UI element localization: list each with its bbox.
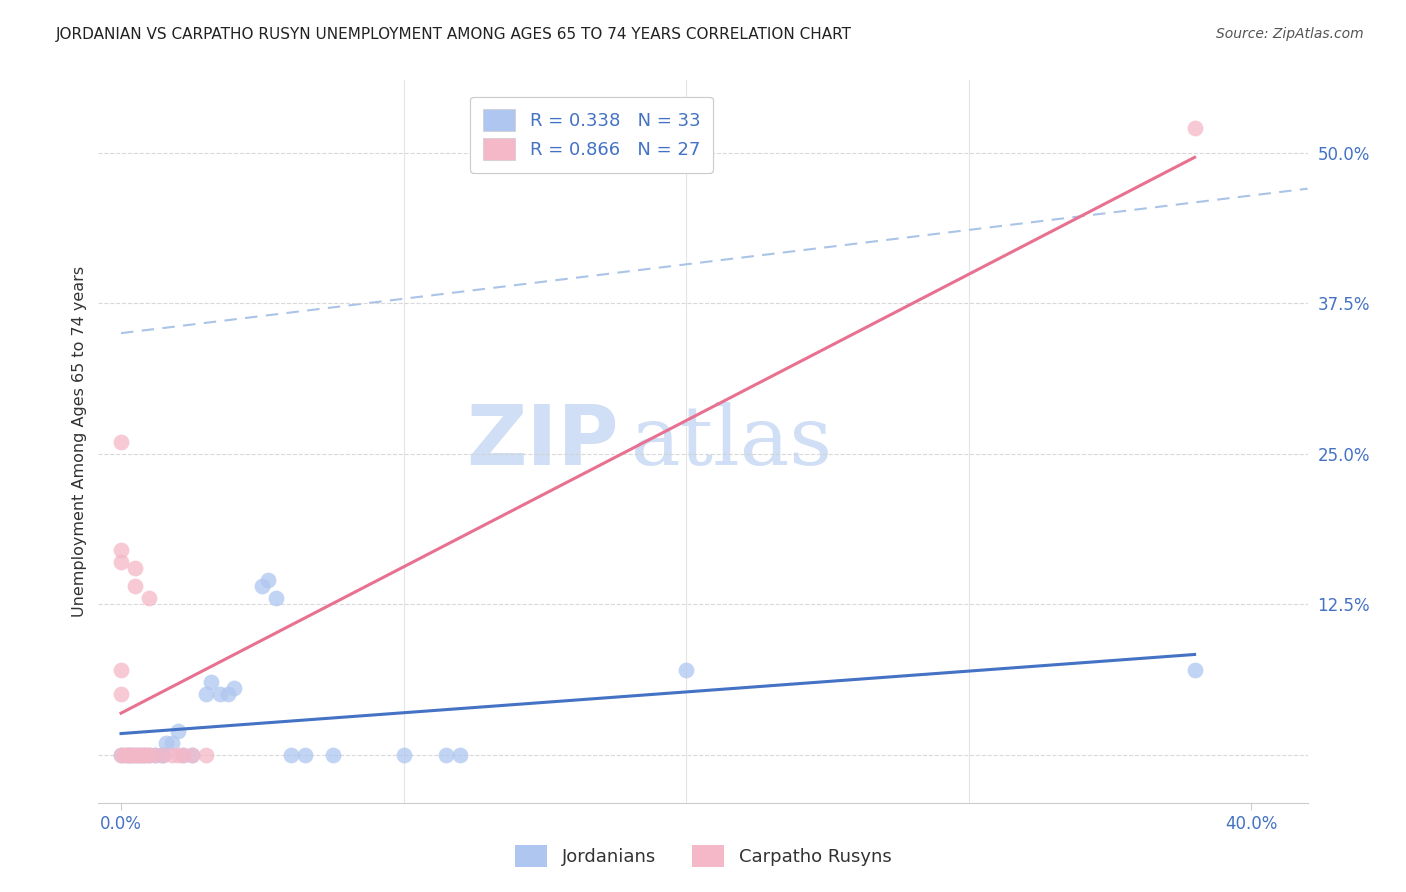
Y-axis label: Unemployment Among Ages 65 to 74 years: Unemployment Among Ages 65 to 74 years — [72, 266, 87, 617]
Point — [110, 555, 132, 569]
Legend: R = 0.338   N = 33, R = 0.866   N = 27: R = 0.338 N = 33, R = 0.866 N = 27 — [470, 96, 713, 173]
Point — [294, 747, 316, 762]
Point — [121, 747, 143, 762]
Point — [222, 681, 245, 696]
Point — [118, 747, 141, 762]
Point — [112, 747, 135, 762]
Text: JORDANIAN VS CARPATHO RUSYN UNEMPLOYMENT AMONG AGES 65 TO 74 YEARS CORRELATION C: JORDANIAN VS CARPATHO RUSYN UNEMPLOYMENT… — [56, 27, 852, 42]
Point — [138, 591, 160, 606]
Legend: Jordanians, Carpatho Rusyns: Jordanians, Carpatho Rusyns — [508, 838, 898, 874]
Point — [129, 747, 152, 762]
Point — [127, 747, 149, 762]
Point — [132, 747, 155, 762]
Point — [172, 747, 194, 762]
Point — [129, 747, 152, 762]
Point — [166, 747, 188, 762]
Point — [110, 747, 132, 762]
Point — [138, 747, 160, 762]
Point — [252, 579, 274, 593]
Point — [143, 747, 166, 762]
Point — [110, 542, 132, 557]
Text: ZIP: ZIP — [465, 401, 619, 482]
Point — [449, 747, 471, 762]
Point — [115, 747, 138, 762]
Point — [110, 687, 132, 701]
Point — [217, 687, 239, 701]
Point — [132, 747, 155, 762]
Point — [124, 579, 146, 593]
Point — [127, 747, 149, 762]
Point — [208, 687, 231, 701]
Point — [155, 735, 177, 749]
Point — [266, 591, 288, 606]
Point — [138, 747, 160, 762]
Point — [124, 747, 146, 762]
Point — [135, 747, 157, 762]
Point — [194, 747, 217, 762]
Point — [160, 747, 183, 762]
Point — [124, 747, 146, 762]
Point — [160, 735, 183, 749]
Point — [110, 434, 132, 449]
Point — [121, 747, 143, 762]
Point — [194, 687, 217, 701]
Point — [124, 561, 146, 575]
Point — [1184, 121, 1206, 136]
Point — [1184, 664, 1206, 678]
Point — [280, 747, 302, 762]
Point — [115, 747, 138, 762]
Point — [257, 573, 280, 587]
Point — [166, 723, 188, 738]
Point — [152, 747, 174, 762]
Point — [143, 747, 166, 762]
Point — [118, 747, 141, 762]
Point — [180, 747, 202, 762]
Point — [675, 664, 697, 678]
Point — [172, 747, 194, 762]
Point — [392, 747, 415, 762]
Text: Source: ZipAtlas.com: Source: ZipAtlas.com — [1216, 27, 1364, 41]
Point — [110, 747, 132, 762]
Point — [322, 747, 344, 762]
Point — [180, 747, 202, 762]
Text: atlas: atlas — [630, 401, 832, 482]
Point — [200, 675, 222, 690]
Point — [110, 664, 132, 678]
Point — [434, 747, 457, 762]
Point — [149, 747, 172, 762]
Point — [152, 747, 174, 762]
